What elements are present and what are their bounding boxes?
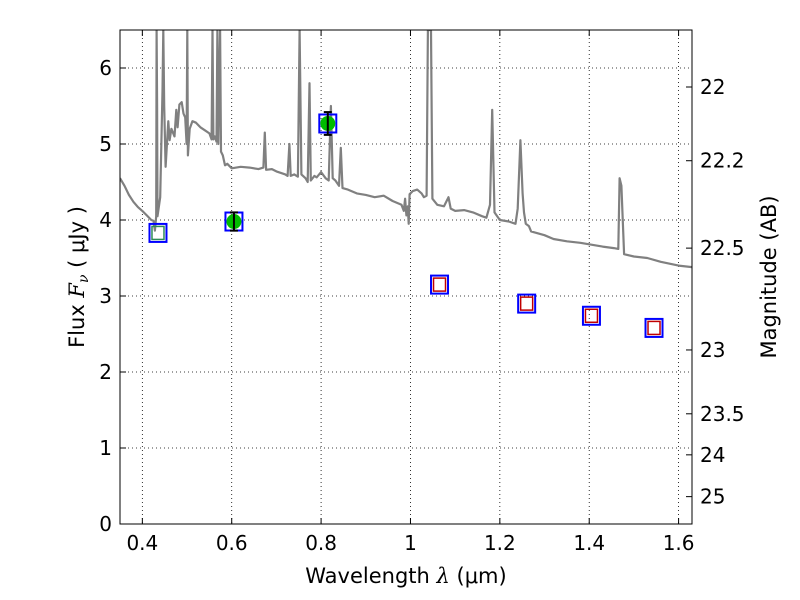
model-flux-box xyxy=(148,222,168,243)
plot-area xyxy=(120,30,692,338)
y-tick-label: 5 xyxy=(99,132,112,156)
model-flux-marker xyxy=(151,225,165,241)
y-tick-label: 0 xyxy=(99,512,112,536)
model-flux-box xyxy=(430,274,450,295)
y-axis-label: Flux Fν ( μJy ) xyxy=(65,206,92,348)
y2-tick-label: 24 xyxy=(700,443,725,467)
x-tick-label: 1 xyxy=(404,531,417,555)
model-flux-box xyxy=(517,293,537,314)
x-tick-label: 0.8 xyxy=(305,531,337,555)
x-axis-label: Wavelength λ (μm) xyxy=(305,564,506,588)
x-tick-label: 1.4 xyxy=(573,531,605,555)
axes-frame xyxy=(119,29,693,525)
y2-tick-label: 25 xyxy=(700,485,725,509)
y-tick-label: 1 xyxy=(99,436,112,460)
x-tick-label: 1.6 xyxy=(663,531,695,555)
x-tick-label: 0.4 xyxy=(126,531,158,555)
x-tick-label: 0.6 xyxy=(216,531,248,555)
x-tick-label: 1.2 xyxy=(484,531,516,555)
model-flux-marker xyxy=(432,277,447,292)
y2-tick-label: 22.2 xyxy=(700,149,745,173)
y-tick-label: 6 xyxy=(99,56,112,80)
y2-tick-label: 23 xyxy=(700,338,725,362)
grid xyxy=(120,30,692,525)
model-flux-box xyxy=(581,305,601,326)
model-flux-marker xyxy=(519,296,534,311)
model-flux-marker xyxy=(584,308,599,324)
y-tick-label: 4 xyxy=(99,208,112,232)
y2-tick-label: 22 xyxy=(700,75,725,99)
spectrum-line xyxy=(120,30,692,269)
secondary-y-axis-label: Magnitude (AB) xyxy=(757,195,781,358)
y2-tick-label: 22.5 xyxy=(700,236,745,260)
ticks: 0.4 0.6 0.8 1 1.2 1.4 1.601234562222.222.52323… xyxy=(99,30,745,555)
model-flux-marker xyxy=(647,320,661,336)
y-tick-label: 2 xyxy=(99,360,112,384)
y-tick-label: 3 xyxy=(99,284,112,308)
y2-tick-label: 23.5 xyxy=(700,402,745,426)
model-flux-box xyxy=(644,317,664,338)
